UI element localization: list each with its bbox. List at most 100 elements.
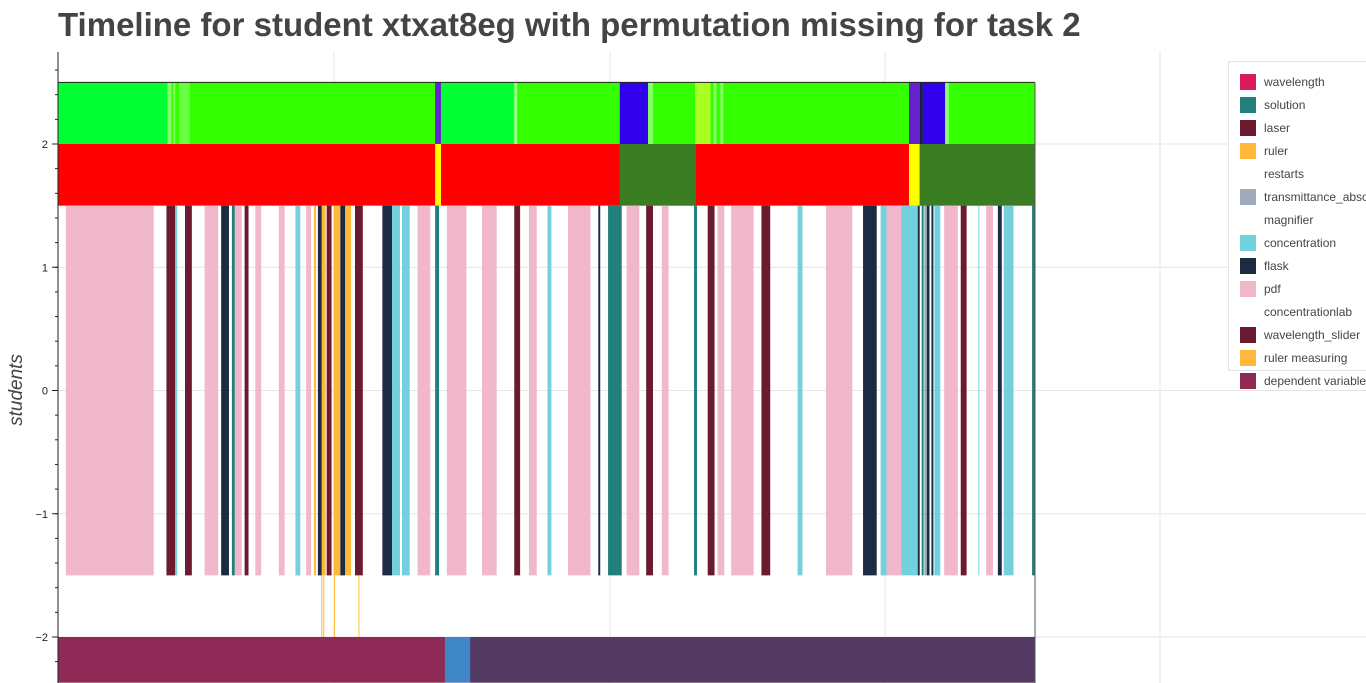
legend-swatch [1240,326,1256,343]
track-actions-segment [401,205,410,576]
legend-item[interactable]: magnifier [1229,208,1366,231]
legend-item[interactable]: concentrationlab [1229,300,1366,323]
track-actions-segment [1032,205,1035,576]
track-actions-segment [175,205,178,576]
legend-item[interactable]: ruler [1229,139,1366,162]
track-actions-segment [221,205,229,576]
track-actions-segment [997,205,1002,576]
track-actions-segment [446,205,467,576]
legend-item[interactable]: transmittance_absorbance [1229,185,1366,208]
track-actions-segment [863,205,877,576]
legend-item[interactable]: wavelength [1229,70,1366,93]
track-actions-segment [231,205,235,576]
legend-item[interactable]: restarts [1229,162,1366,185]
track-actions-segment [567,205,591,576]
track-actions-segment [661,205,669,576]
track-actions-segment [234,205,242,576]
legend-item[interactable]: dependent variable [1229,369,1366,392]
track-actions-segment [694,205,697,576]
track-actions-segment [547,205,552,576]
legend-item[interactable]: flask [1229,254,1366,277]
track-actions-segment [825,205,853,576]
track-actions-segment [333,205,341,576]
legend-item[interactable]: laser [1229,116,1366,139]
legend-swatch [1240,234,1256,251]
track-actions-segment [255,205,262,576]
track-top-segment [720,82,724,144]
track-top-segment [619,82,649,144]
y-tick-label: 2 [42,139,48,151]
track-actions-segment [886,205,902,576]
track-actions-segment [345,205,352,576]
track-actions-segment [880,205,887,576]
legend-item[interactable]: wavelength_slider [1229,323,1366,346]
track-top-segment [908,82,920,144]
track-middle-segment [435,144,441,206]
legend-label: concentration [1264,235,1337,250]
track-middle-base [58,144,1035,206]
track-actions-segment [185,205,192,576]
track-top-segment [713,82,717,144]
track-actions-segment [926,205,930,576]
track-top-segment [648,82,653,144]
track-top-segment [945,82,950,144]
track-actions-segment [295,205,301,576]
track-top-segment [173,82,176,144]
track-actions-segment [278,205,285,576]
legend-label: ruler [1264,143,1289,158]
track-top-segment [440,82,514,144]
y-tick-label: −2 [35,632,48,644]
legend: wavelength solution laser ruler restarts tran… [1228,61,1366,389]
track-actions-segment [731,205,754,576]
legend-swatch [1240,142,1256,159]
track-actions-segment [340,205,346,576]
legend-label: wavelength_slider [1264,327,1361,342]
legend-swatch [1240,303,1256,320]
y-axis: 2 1 0 −1 −2 [35,52,59,683]
track-actions-segment [797,205,803,576]
track-actions-segment [978,205,980,576]
track-top-segment [435,82,441,144]
track-bottom-segment [470,637,1035,683]
legend-label: pdf [1264,281,1281,296]
legend-label: solution [1264,97,1306,112]
track-top-segment [695,82,711,144]
legend-label: ruler measuring [1264,350,1348,365]
timeline-bars [58,81,1036,683]
track-actions-segment [901,205,918,576]
track-actions-segment [646,205,653,576]
track-actions-segment [986,205,993,576]
legend-label: wavelength [1264,74,1325,89]
track-actions-segment [482,205,497,576]
legend-swatch [1240,188,1256,205]
track-top-base [58,82,1035,144]
track-bottom-segment [58,637,445,683]
legend-swatch [1240,96,1256,113]
track-actions-segment [313,205,316,576]
track-actions-segment [355,205,363,576]
legend-swatch [1240,257,1256,274]
track-top-segment [58,82,168,144]
legend-item[interactable]: solution [1229,93,1366,116]
track-actions-segment [626,205,640,576]
legend-swatch [1240,211,1256,228]
legend-item[interactable]: ruler measuring [1229,346,1366,369]
track-actions-segment [435,205,440,576]
track-top-segment [922,82,946,144]
track-bottom-segment [444,637,471,683]
legend-item[interactable]: pdf [1229,277,1366,300]
y-tick-label: 1 [42,262,48,274]
legend-item[interactable]: concentration [1229,231,1366,254]
legend-swatch [1240,165,1256,182]
legend-swatch [1240,119,1256,136]
track-actions-segment [934,205,941,576]
legend-label: concentrationlab [1264,304,1353,319]
y-tick-label: −1 [35,509,48,521]
track-actions-segment [1003,205,1014,576]
track-actions-segment [166,205,176,576]
track-actions-segment [326,205,332,576]
track-actions-segment [306,205,312,576]
track-top-segment [514,82,518,144]
track-middle-segment [619,144,696,206]
